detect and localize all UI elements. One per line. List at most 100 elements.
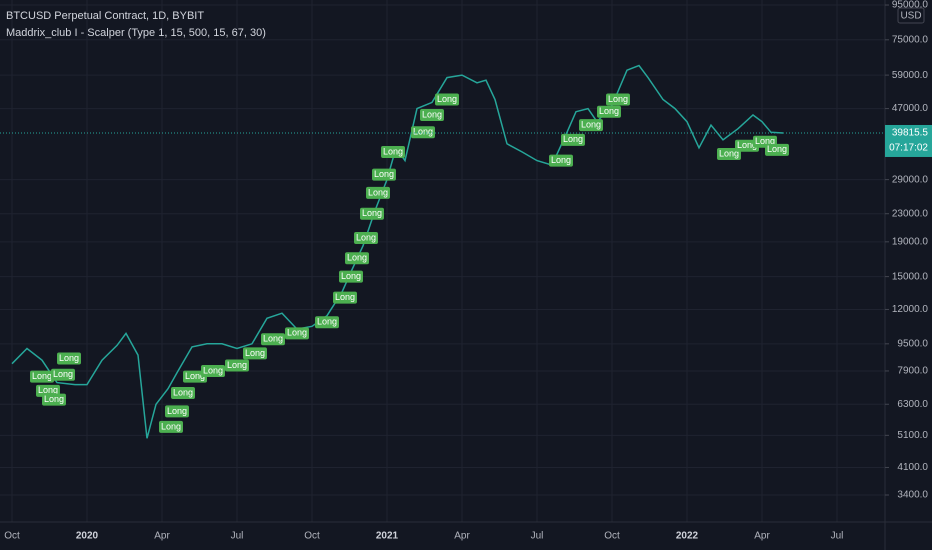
signal-label: Long	[581, 119, 601, 129]
signal-label: Long	[245, 348, 265, 358]
signal-marker	[381, 145, 405, 158]
y-tick-label: 5100.0	[897, 430, 928, 441]
signal-marker	[201, 364, 225, 377]
signal-label: Long	[437, 94, 457, 104]
signal-marker	[333, 291, 357, 304]
y-tick-label: 95000.0	[892, 0, 929, 11]
signal-marker	[372, 168, 396, 181]
y-tick-label: 9500.0	[897, 338, 928, 349]
signal-marker	[57, 352, 81, 365]
signal-label: Long	[38, 385, 58, 395]
y-tick-label: 6300.0	[897, 399, 928, 410]
y-tick-label: 59000.0	[892, 70, 929, 81]
current-price-label: 39815.5	[892, 128, 929, 139]
signal-label: Long	[185, 371, 205, 381]
signal-marker	[561, 133, 585, 146]
signal-label: Long	[167, 406, 187, 416]
signal-label: Long	[422, 109, 442, 119]
countdown-label: 07:17:02	[889, 143, 928, 154]
signal-marker	[579, 119, 603, 132]
signal-marker	[51, 368, 75, 381]
signal-label: Long	[53, 369, 73, 379]
signal-marker	[30, 370, 54, 383]
signal-marker	[261, 333, 285, 346]
signal-marker	[366, 186, 390, 199]
signal-label: Long	[227, 360, 247, 370]
signal-marker	[171, 387, 195, 400]
signal-marker	[411, 126, 435, 139]
signal-label: Long	[287, 328, 307, 338]
x-tick-label: 2020	[76, 531, 99, 542]
y-tick-label: 23000.0	[892, 208, 929, 219]
y-tick-label: 29000.0	[892, 174, 929, 185]
y-tick-label: 47000.0	[892, 103, 929, 114]
signal-label: Long	[551, 155, 571, 165]
grid	[0, 0, 885, 522]
signal-marker	[597, 105, 621, 118]
signal-label: Long	[44, 394, 64, 404]
currency-badge[interactable]	[897, 7, 925, 24]
signal-marker	[285, 327, 309, 340]
y-tick-label: 75000.0	[892, 34, 929, 45]
y-tick-label: 19000.0	[892, 236, 929, 247]
x-tick-label: Apr	[754, 531, 770, 542]
signal-label: Long	[608, 94, 628, 104]
signal-marker	[315, 316, 339, 329]
signal-label: Long	[563, 134, 583, 144]
x-tick-label: Oct	[604, 531, 620, 542]
signal-label: Long	[368, 187, 388, 197]
y-tick-label: 7900.0	[897, 366, 928, 377]
signal-marker	[435, 93, 459, 106]
signal-marker	[765, 143, 789, 156]
x-tick-label: Apr	[454, 531, 470, 542]
y-tick-label: 3400.0	[897, 490, 928, 501]
signal-label: Long	[341, 271, 361, 281]
y-tick-label: 12000.0	[892, 304, 929, 315]
signal-marker	[165, 405, 189, 418]
signal-label: Long	[599, 106, 619, 116]
x-tick-label: 2022	[676, 531, 699, 542]
signal-label: Long	[347, 253, 367, 263]
signal-marker	[225, 359, 249, 372]
signal-marker	[606, 93, 630, 106]
signal-label: Long	[362, 208, 382, 218]
signal-label: Long	[59, 353, 79, 363]
chart-title: BTCUSD Perpetual Contract, 1D, BYBIT	[6, 10, 204, 22]
signal-label: Long	[767, 144, 787, 154]
signal-label: Long	[317, 317, 337, 327]
y-tick-label: 4100.0	[897, 462, 928, 473]
signal-label: Long	[737, 140, 757, 150]
signal-label: Long	[755, 136, 775, 146]
signal-marker	[243, 347, 267, 360]
signal-marker	[345, 252, 369, 265]
price-line	[11, 64, 784, 439]
x-tick-label: Oct	[304, 531, 320, 542]
current-price-badge	[885, 124, 932, 157]
signal-label: Long	[356, 232, 376, 242]
x-tick-label: Apr	[154, 531, 170, 542]
signal-label: Long	[335, 292, 355, 302]
signal-marker	[354, 232, 378, 245]
indicator-name: Maddrix_club I - Scalper (Type 1, 15, 50…	[6, 27, 266, 39]
signal-label: Long	[173, 387, 193, 397]
currency[interactable]: USD	[900, 11, 921, 22]
x-tick-label: Oct	[4, 531, 20, 542]
signal-marker	[42, 393, 66, 406]
signal-label: Long	[413, 127, 433, 137]
x-tick-label: Jul	[531, 531, 544, 542]
signal-label: Long	[263, 334, 283, 344]
signal-marker	[420, 108, 444, 121]
signal-marker	[339, 270, 363, 283]
signal-marker	[717, 148, 741, 161]
signal-marker	[549, 154, 573, 167]
signal-marker	[360, 207, 384, 220]
y-tick-label: 15000.0	[892, 271, 929, 282]
signal-label: Long	[383, 146, 403, 156]
signal-label: Long	[374, 169, 394, 179]
signal-marker	[159, 420, 183, 433]
x-tick-label: Jul	[231, 531, 244, 542]
x-tick-label: Jul	[831, 531, 844, 542]
signal-label: Long	[161, 421, 181, 431]
